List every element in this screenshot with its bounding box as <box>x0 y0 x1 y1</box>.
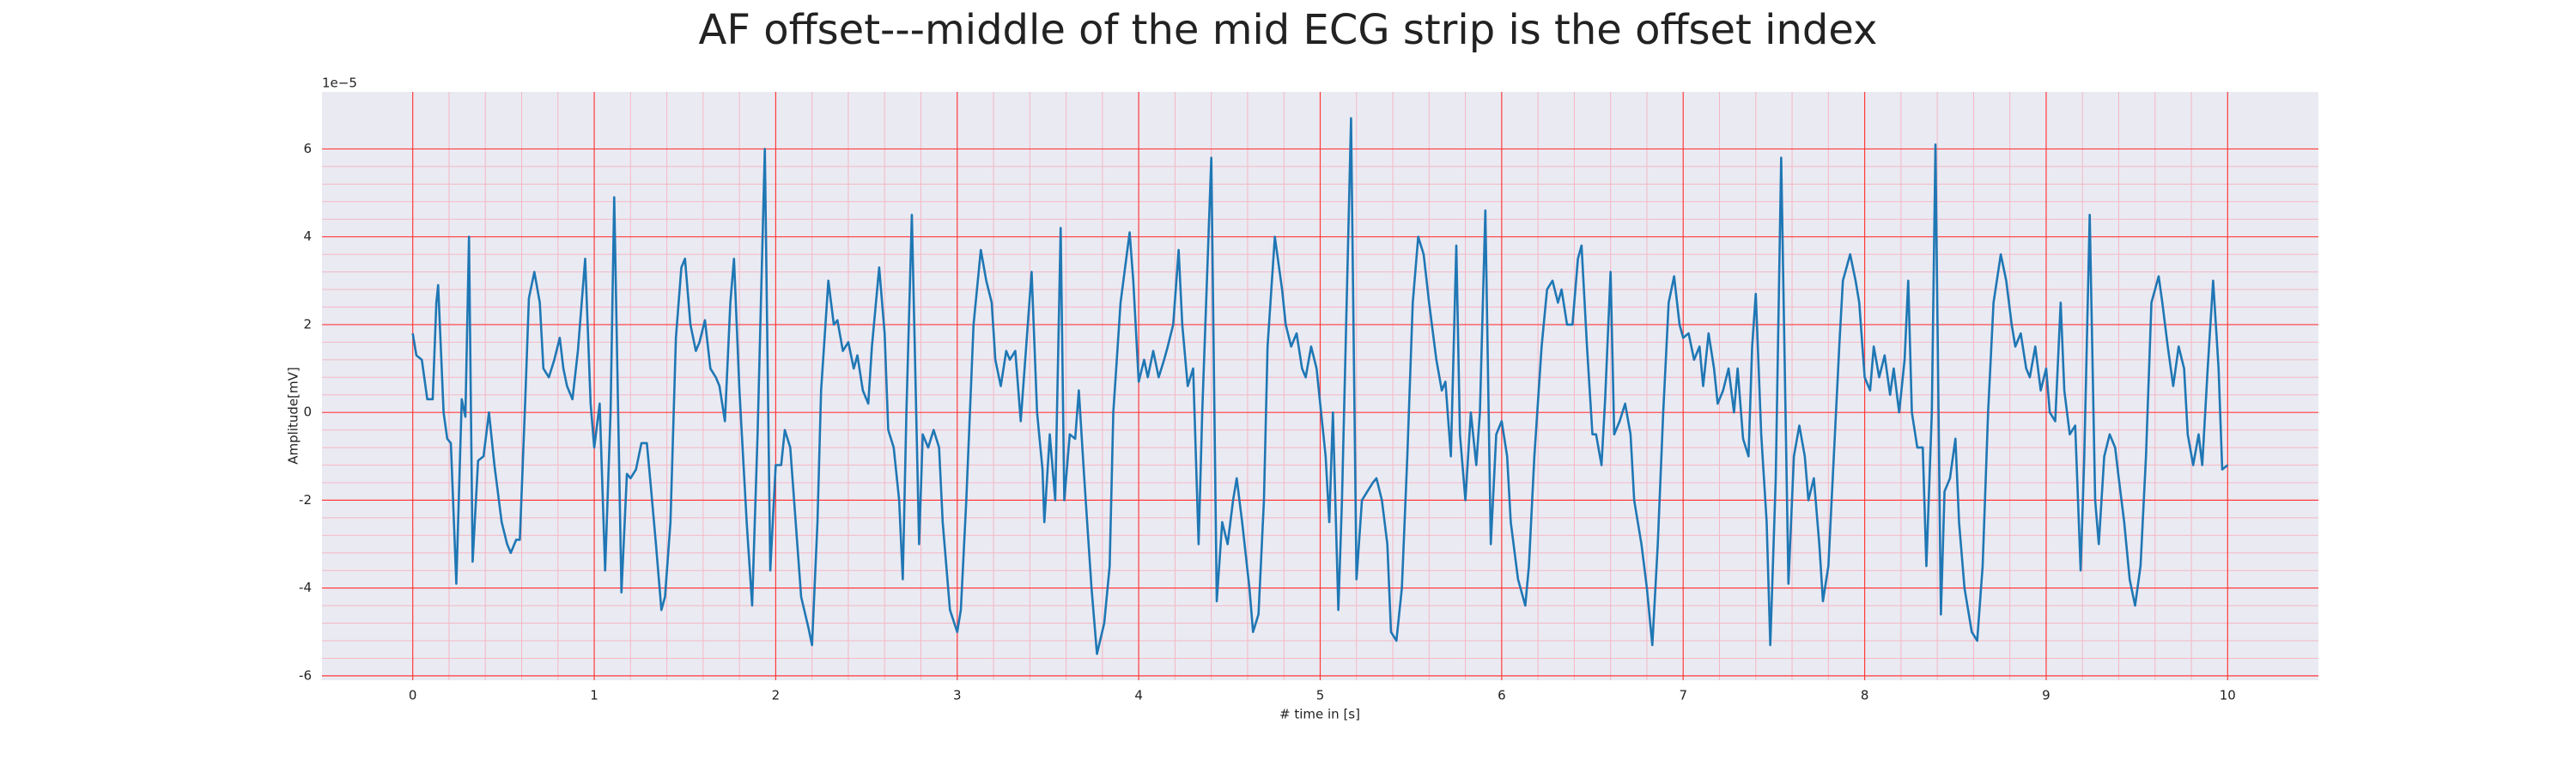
x-tick-label: 10 <box>2220 688 2236 703</box>
y-tick-label: -2 <box>299 492 312 508</box>
plot-area <box>322 92 2318 680</box>
x-axis-label: # time in [s] <box>1279 707 1360 722</box>
y-tick-label: 0 <box>303 405 312 420</box>
ecg-line <box>411 117 2229 655</box>
y-tick-label: -4 <box>299 580 312 595</box>
x-tick-label: 3 <box>953 688 962 703</box>
y-tick-label: 4 <box>303 228 312 244</box>
y-tick-label: 6 <box>303 141 312 156</box>
x-tick-label: 9 <box>2042 688 2050 703</box>
y-axis-label: Amplitude[mV] <box>286 367 301 464</box>
y-tick-label: -6 <box>299 667 312 683</box>
x-tick-label: 0 <box>409 688 417 703</box>
x-tick-label: 5 <box>1316 688 1325 703</box>
y-offset-label: 1e−5 <box>322 76 357 91</box>
x-tick-label: 2 <box>772 688 781 703</box>
y-tick-label: 2 <box>303 316 312 332</box>
x-tick-label: 4 <box>1134 688 1143 703</box>
chart-title: AF offset---middle of the mid ECG strip … <box>699 6 1878 54</box>
x-tick-label: 1 <box>590 688 598 703</box>
x-tick-label: 7 <box>1679 688 1687 703</box>
x-tick-label: 6 <box>1498 688 1506 703</box>
x-tick-label: 8 <box>1861 688 1869 703</box>
